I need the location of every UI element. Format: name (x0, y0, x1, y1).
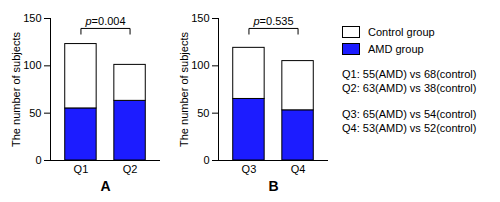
svg-text:0: 0 (203, 154, 209, 166)
svg-text:150: 150 (23, 12, 41, 24)
svg-text:Q1: Q1 (74, 163, 89, 175)
svg-text:50: 50 (29, 107, 41, 119)
svg-text:B: B (268, 178, 278, 194)
html-text:Control group: Control group (368, 26, 435, 38)
svg-text:150: 150 (191, 12, 209, 24)
svg-text:50: 50 (197, 107, 209, 119)
html-text:Q2: 63(AMD) vs 38(control): Q2: 63(AMD) vs 38(control) (342, 82, 477, 94)
html-text:Q3: 65(AMD) vs 54(control): Q3: 65(AMD) vs 54(control) (342, 108, 477, 120)
svg-text:100: 100 (23, 59, 41, 71)
svg-text:Q4: Q4 (291, 163, 306, 175)
html-text:Q1: 55(AMD) vs 68(control): Q1: 55(AMD) vs 68(control) (342, 68, 477, 80)
html-text:AMD group: AMD group (368, 43, 424, 55)
svg-text:Q3: Q3 (242, 163, 257, 175)
svg-text:The number of subjects: The number of subjects (10, 32, 22, 147)
svg-text:p=0.535: p=0.535 (252, 15, 293, 27)
svg-text:100: 100 (191, 59, 209, 71)
svg-text:0: 0 (35, 154, 41, 166)
svg-text:The number of subjects: The number of subjects (178, 32, 190, 147)
svg-text:p=0.004: p=0.004 (84, 15, 125, 27)
svg-text:Q2: Q2 (123, 163, 138, 175)
svg-text:A: A (100, 178, 110, 194)
html-text:Q4: 53(AMD) vs 52(control): Q4: 53(AMD) vs 52(control) (342, 122, 477, 134)
